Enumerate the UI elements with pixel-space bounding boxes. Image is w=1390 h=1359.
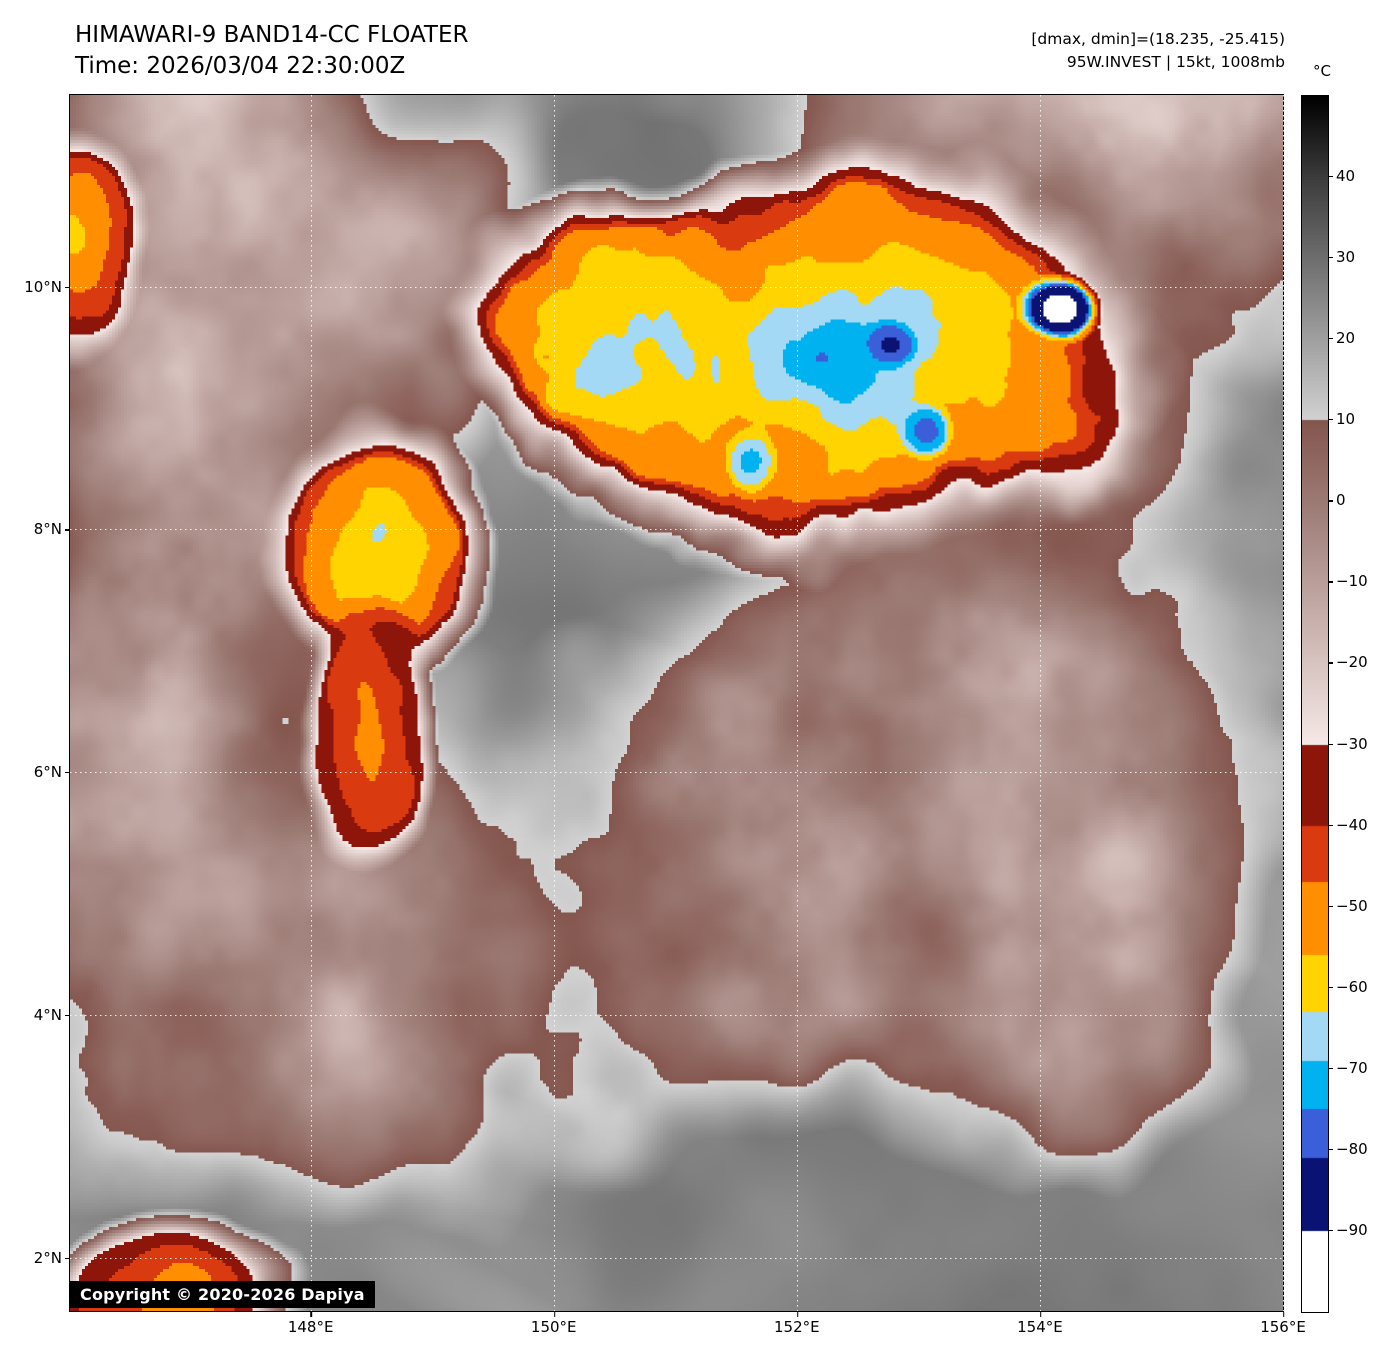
colorbar-tick-label: −30: [1328, 734, 1368, 753]
colorbar-tick-label: −40: [1328, 815, 1368, 834]
figure-title: HIMAWARI-9 BAND14-CC FLOATER: [75, 22, 469, 48]
colorbar-tick-label: −20: [1328, 653, 1368, 672]
gridline-vertical: [310, 95, 312, 1311]
y-tick-label: 10°N: [24, 277, 70, 296]
colorbar-tick-label: 0: [1328, 491, 1346, 510]
copyright-badge: Copyright © 2020-2026 Dapiya: [70, 1281, 375, 1308]
y-axis-labels: 10°N 8°N 6°N 4°N 2°N: [0, 95, 71, 1311]
colorbar-tick-label: −70: [1328, 1058, 1368, 1077]
colorbar-tick-label: −50: [1328, 896, 1368, 915]
gridline-vertical: [1283, 95, 1284, 1311]
colorbar-unit-label: °C: [1313, 62, 1331, 80]
x-axis-labels: 148°E 150°E 152°E 154°E 156°E: [70, 1312, 1306, 1340]
x-tick-label: 156°E: [1260, 1312, 1306, 1336]
colorbar: [1301, 95, 1329, 1313]
header-right: [dmax, dmin]=(18.235, -25.415) 95W.INVES…: [1031, 28, 1285, 74]
grid-overlay: [70, 95, 1284, 1311]
colorbar-tick-label: 10: [1327, 410, 1356, 429]
colorbar-gradient: [1302, 96, 1328, 1312]
gridline-horizontal: [70, 529, 1283, 531]
x-tick-label: 154°E: [1017, 1312, 1063, 1336]
map-area: Copyright © 2020-2026 Dapiya: [69, 94, 1284, 1312]
storm-info-label: 95W.INVEST | 15kt, 1008mb: [1066, 53, 1285, 71]
colorbar-tick-label: 20: [1327, 329, 1356, 348]
gridline-horizontal: [70, 1257, 1283, 1259]
header-left: HIMAWARI-9 BAND14-CC FLOATER Time: 2026/…: [75, 20, 468, 82]
gridline-vertical: [1039, 95, 1041, 1311]
gridline-vertical: [553, 95, 555, 1311]
colorbar-tick-labels: 40 30 20 10 0 −10 −20 −30 −40 −50 −60 −70 −80 −90: [1327, 95, 1390, 1311]
y-tick-label: 4°N: [33, 1005, 71, 1024]
y-tick-label: 8°N: [33, 520, 71, 539]
gridline-vertical: [796, 95, 798, 1311]
colorbar-tick-label: 30: [1327, 248, 1356, 267]
x-tick-label: 152°E: [774, 1312, 820, 1336]
colorbar-tick-label: −90: [1328, 1220, 1368, 1239]
y-tick-label: 6°N: [33, 763, 71, 782]
colorbar-tick-label: −10: [1328, 572, 1368, 591]
figure-time: Time: 2026/03/04 22:30:00Z: [75, 53, 406, 79]
gridline-horizontal: [70, 286, 1283, 288]
gridline-horizontal: [70, 772, 1283, 774]
satellite-image: [70, 95, 1283, 1311]
x-tick-label: 150°E: [530, 1312, 577, 1336]
colorbar-tick-label: −80: [1328, 1139, 1368, 1158]
colorbar-tick-label: 40: [1327, 167, 1356, 186]
dmax-dmin-label: [dmax, dmin]=(18.235, -25.415): [1031, 30, 1285, 48]
y-tick-label: 2°N: [33, 1248, 71, 1267]
colorbar-tick-label: −60: [1328, 977, 1368, 996]
x-tick-label: 148°E: [287, 1312, 334, 1336]
gridline-horizontal: [70, 1014, 1283, 1016]
